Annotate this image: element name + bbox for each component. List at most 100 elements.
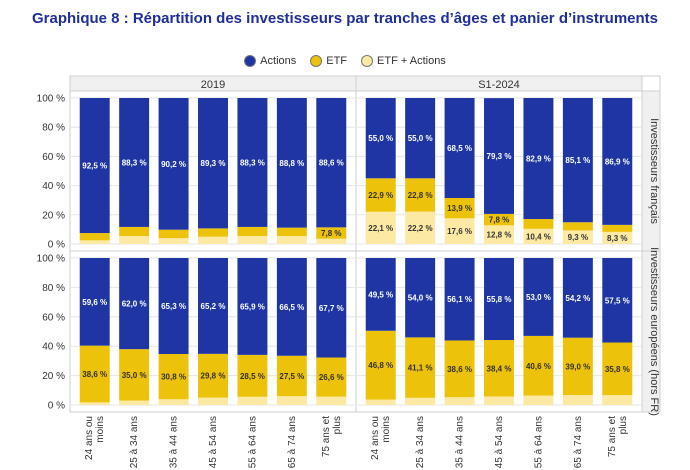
bar-segment-actions [484,98,514,214]
facet-column-label: 2019 [201,79,225,91]
data-label: 85,1 % [565,156,590,165]
bar-segment-etf [562,222,593,231]
data-label: 7,8 % [321,229,341,238]
bar-segment-actions [405,98,436,179]
x-tick-label: 55 à 64 ans [247,416,258,468]
legend-item-etf-actions[interactable]: ETF + Actions [361,55,446,67]
legend-swatch-actions [244,55,257,67]
bar-segment-etf-actions [562,230,593,244]
data-label: 28,5 % [240,372,265,381]
bar-segment-actions [444,258,475,341]
data-label: 7,8 % [489,216,509,225]
data-label: 65,2 % [201,302,226,311]
bar-segment-etf [444,198,475,219]
bar-segment-actions [602,258,633,343]
bar-segment-etf-actions [237,396,268,405]
bar-segment-etf [316,227,347,239]
bar-segment-etf-actions [602,395,633,405]
facet-column-label: S1-2024 [478,79,520,91]
bar-segment-actions [523,98,554,220]
data-label: 46,8 % [368,361,393,370]
bar-segment-etf [365,330,396,400]
data-label: 68,5 % [447,144,472,153]
data-label: 62,0 % [122,300,147,309]
bar-segment-etf [523,219,554,229]
bar-segment-actions [119,258,150,350]
bar-segment-etf [276,227,307,236]
data-label: 79,3 % [487,152,512,161]
bar-segment-actions [316,98,347,228]
data-label: 67,7 % [319,304,344,313]
data-label: 39,0 % [565,362,590,371]
data-label: 55,8 % [487,295,512,304]
bar-segment-etf-actions [158,238,189,244]
x-tick-label: moins [95,416,106,443]
bar-segment-etf [316,357,347,397]
bar-segment-etf [158,353,189,400]
y-tick-label: 0 % [48,401,65,412]
data-label: 35,0 % [122,371,147,380]
legend-swatch-etf [310,55,323,67]
bar-segment-etf-actions [198,397,228,405]
bar-segment-etf-actions [119,235,150,244]
data-label: 88,3 % [122,158,147,167]
bar-segment-etf-actions [316,238,347,244]
x-tick-label: 24 ans ou [84,416,95,460]
x-tick-label: 45 à 54 ans [494,416,505,468]
bar-segment-etf-actions [484,396,514,405]
legend-item-etf[interactable]: ETF [310,55,347,67]
x-tick-label: 25 à 34 ans [129,416,140,468]
bar-segment-etf-actions [365,211,396,244]
y-tick-label: 40 % [42,181,65,192]
bar-segment-etf [198,228,228,237]
bar-segment-etf-actions [79,402,110,405]
legend-item-actions[interactable]: Actions [244,55,296,67]
data-label: 12,8 % [487,231,512,240]
x-tick-label: 75 ans et [607,416,618,457]
bar-segment-etf-actions [79,240,110,244]
y-tick-label: 80 % [42,283,65,294]
legend-swatch-etf-actions [361,55,374,67]
bar-segment-etf-actions [523,228,554,244]
x-tick-label: 35 à 44 ans [455,416,466,468]
data-label: 55,0 % [368,134,393,143]
data-label: 92,5 % [82,162,107,171]
data-label: 89,3 % [201,159,226,168]
x-tick-label: plus [332,416,343,434]
bar-segment-etf-actions [237,235,268,244]
data-label: 22,1 % [368,224,393,233]
facet-row-label: Investisseurs français [648,118,660,224]
data-label: 8,3 % [607,234,627,243]
x-tick-label: 25 à 34 ans [415,416,426,468]
data-label: 55,0 % [408,134,433,143]
x-tick-label: 35 à 44 ans [169,416,180,468]
bar-segment-actions [365,98,396,179]
legend-label-actions: Actions [260,55,297,67]
bar-segment-etf [158,229,189,239]
bar-segment-etf-actions [405,211,436,244]
bar-segment-etf-actions [276,396,307,405]
bar-segment-etf-actions [119,400,150,405]
bar-segment-actions [602,98,633,225]
data-label: 54,0 % [408,294,433,303]
data-label: 22,9 % [368,191,393,200]
bar-segment-etf [523,335,554,396]
data-label: 86,9 % [605,157,630,166]
bar-segment-actions [484,258,514,341]
y-tick-label: 80 % [42,123,65,134]
x-tick-label: 65 à 74 ans [573,416,584,468]
bar-segment-actions [198,258,228,354]
data-label: 65,3 % [161,302,186,311]
y-tick-label: 20 % [42,210,65,221]
bar-segment-etf [237,354,268,397]
bar-segment-actions [79,258,110,346]
page-title: Graphique 8 : Répartition des investisse… [31,10,658,27]
data-label: 66,5 % [279,303,304,312]
bar-segment-actions [237,98,268,227]
bar-segment-etf-actions [405,397,436,405]
facet-row-label: Investisseurs européens (hors FR) [648,247,660,416]
bar-segment-etf [405,337,436,398]
y-tick-label: 100 % [37,94,65,105]
data-label: 22,8 % [408,191,433,200]
bar-segment-etf [276,355,307,397]
